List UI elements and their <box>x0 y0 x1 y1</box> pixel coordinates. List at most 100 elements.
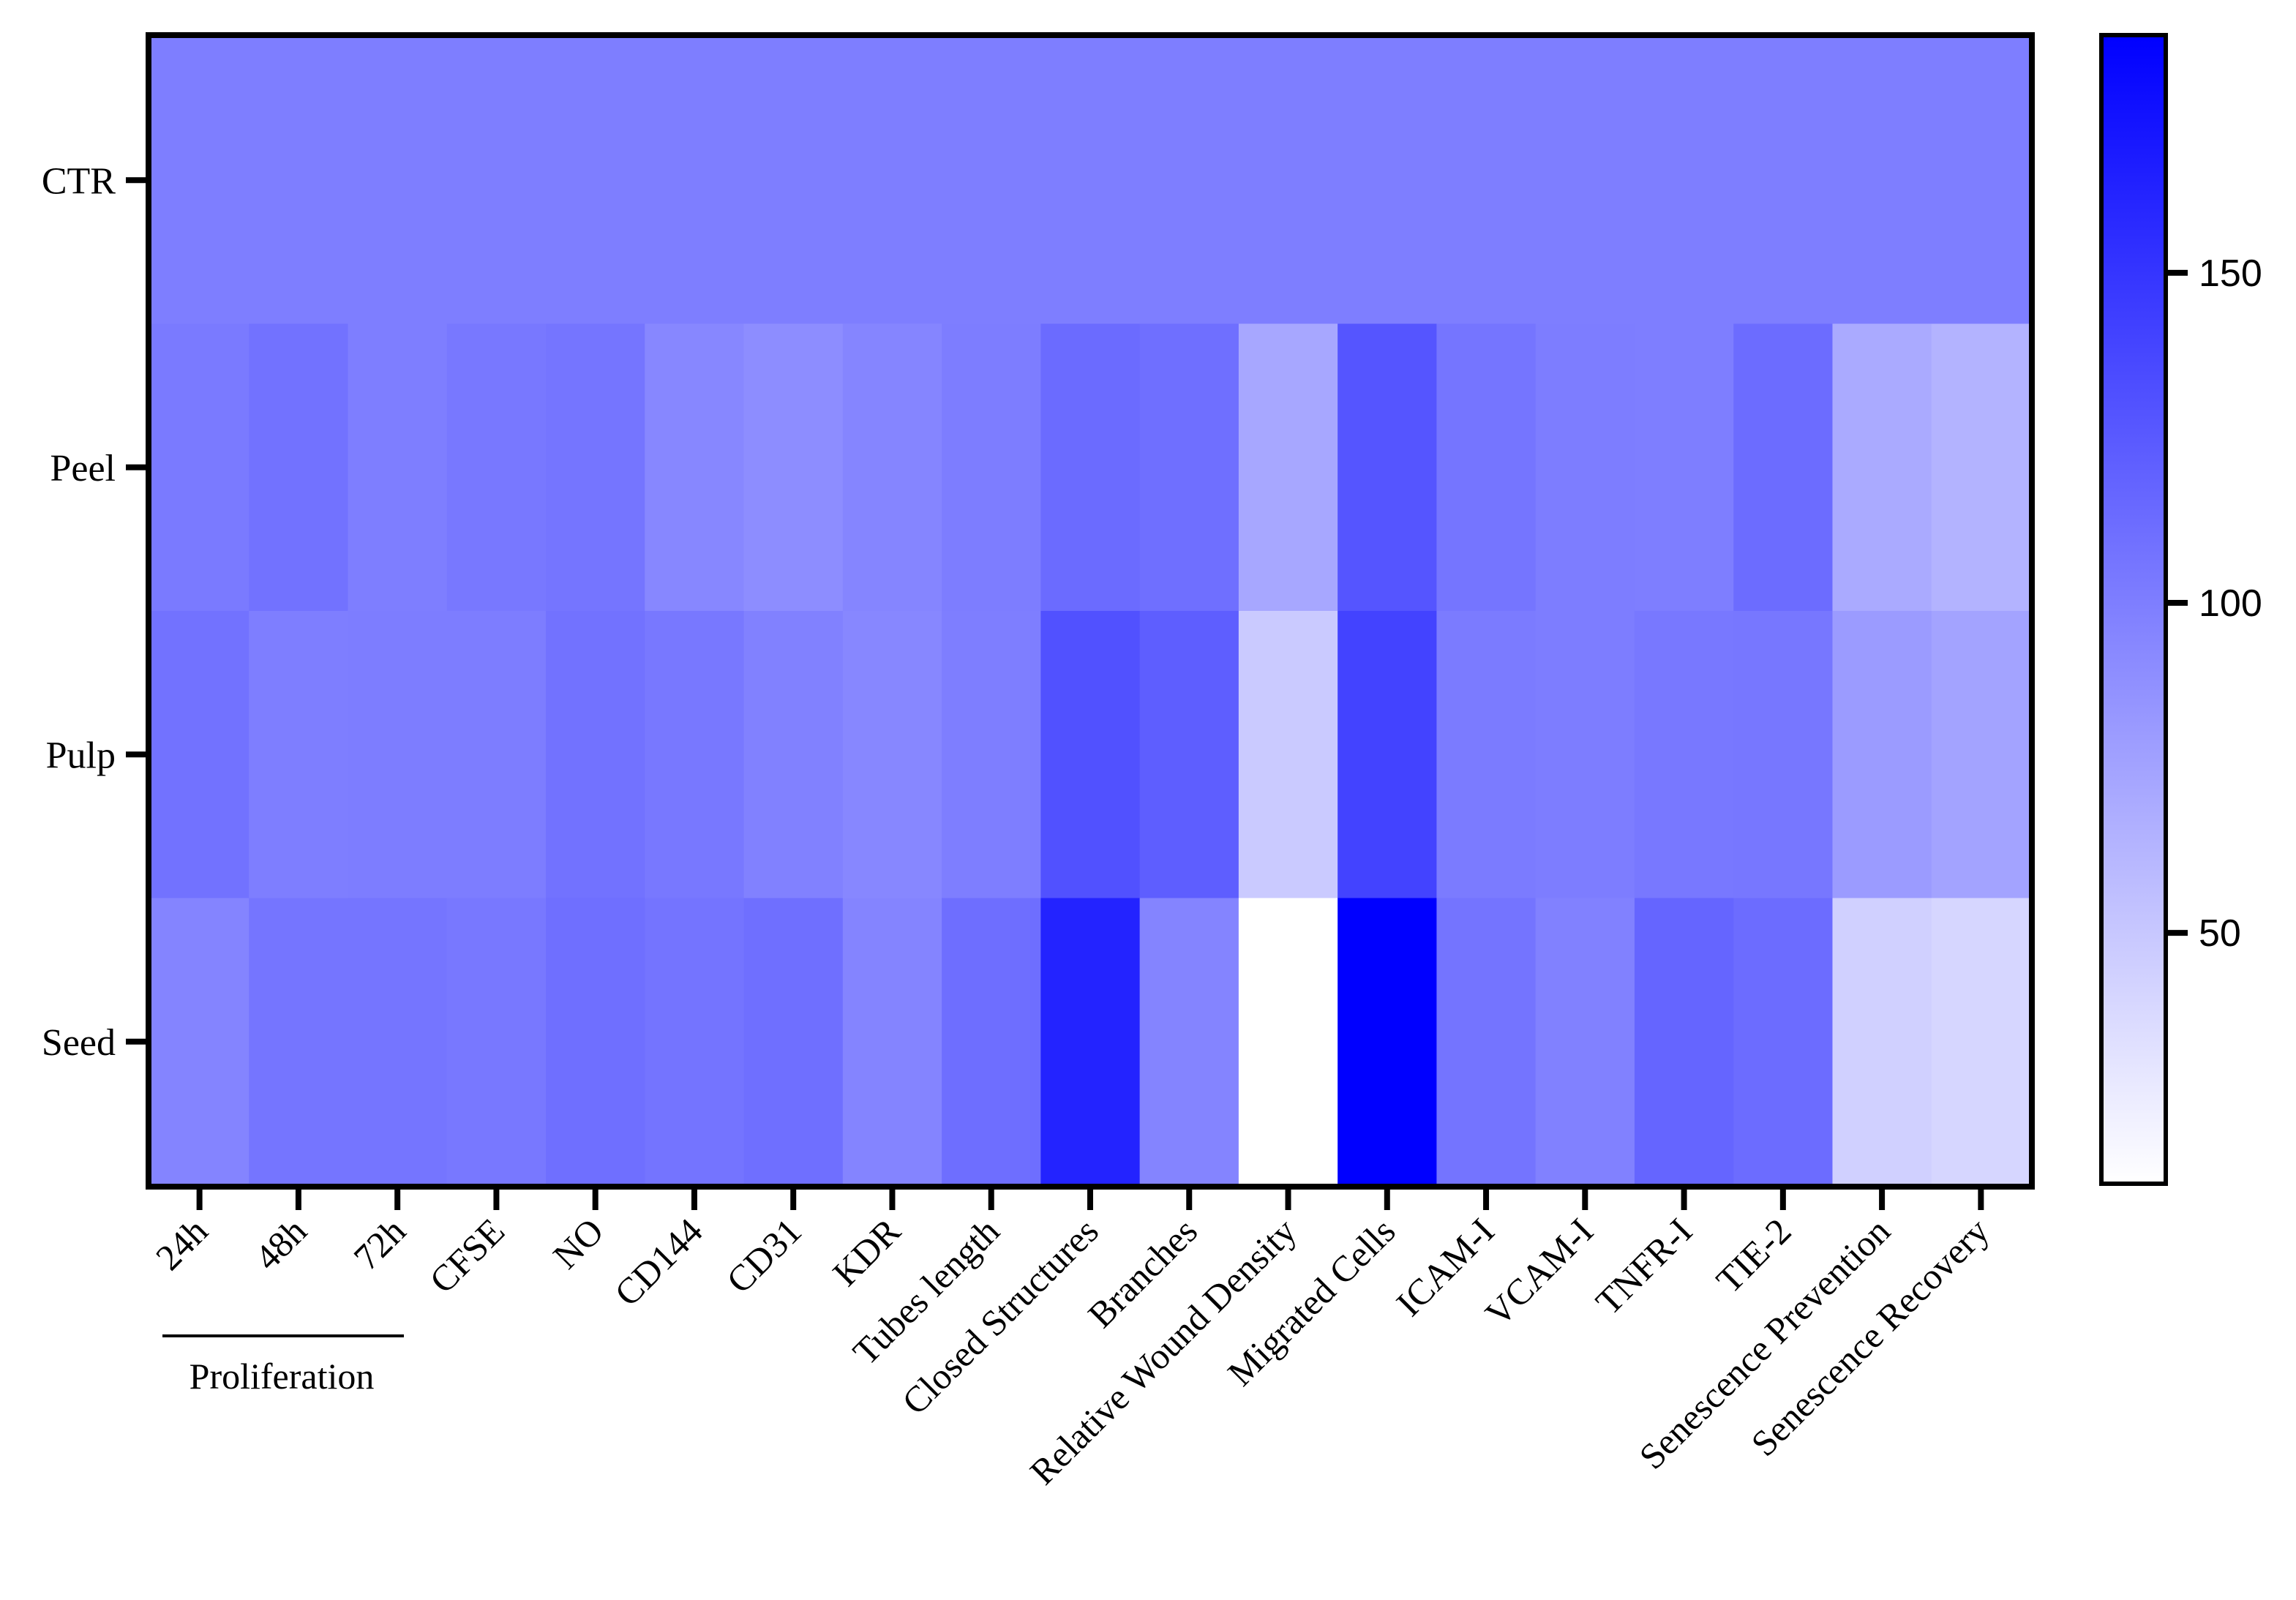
y-tick-label: Seed <box>42 1022 116 1064</box>
heatmap-cell <box>942 323 1042 612</box>
heatmap-cell <box>1139 898 1239 1186</box>
heatmap-cell <box>1535 323 1635 612</box>
heatmap-cell <box>1338 898 1438 1186</box>
heatmap-cell <box>743 611 844 899</box>
heatmap-cell <box>645 611 745 899</box>
heatmap-cell <box>842 611 942 899</box>
heatmap-cell <box>1338 37 1438 325</box>
heatmap-cell <box>348 323 448 612</box>
heatmap-cell <box>1634 898 1735 1186</box>
heatmap-cell <box>546 898 646 1186</box>
heatmap-cell <box>1238 37 1338 325</box>
heatmap-cell <box>1832 611 1932 899</box>
heatmap-cell <box>446 611 547 899</box>
y-tick-label: CTR <box>42 160 116 202</box>
heatmap-cell <box>1040 37 1141 325</box>
colorbar-gradient <box>2099 33 2168 1186</box>
heatmap-cell <box>1931 37 2031 325</box>
heatmap-cell <box>645 37 745 325</box>
heatmap-cell <box>1535 898 1635 1186</box>
heatmap-cell <box>1733 323 1834 612</box>
heatmap-cell <box>546 611 646 899</box>
heatmap-cell <box>150 611 250 899</box>
heatmap-cell <box>1832 898 1932 1186</box>
heatmap-cell <box>1040 611 1141 899</box>
x-tick-label: NO <box>545 1210 612 1277</box>
x-tick-label: CFSE <box>421 1210 512 1301</box>
colorbar-tick-label: 100 <box>2199 582 2262 625</box>
heatmap-cell <box>1436 898 1537 1186</box>
heatmap-cell <box>1535 611 1635 899</box>
heatmap-cell <box>150 37 250 325</box>
heatmap-cell <box>842 37 942 325</box>
x-tick-label: 24h <box>148 1210 216 1278</box>
heatmap-cell <box>446 898 547 1186</box>
heatmap-cell <box>446 37 547 325</box>
heatmap-cell <box>1733 37 1834 325</box>
heatmap-cell <box>1733 611 1834 899</box>
heatmap-cell <box>1436 37 1537 325</box>
colorbar: 50 100 150 <box>2099 33 2262 1186</box>
heatmap-cell <box>1733 898 1834 1186</box>
heatmap-cell <box>1238 611 1338 899</box>
heatmap-cell <box>249 611 349 899</box>
heatmap-cell <box>249 323 349 612</box>
colorbar-tick-label: 50 <box>2199 912 2241 955</box>
heatmap-cells <box>150 37 2031 1186</box>
heatmap-cell <box>1832 37 1932 325</box>
heatmap-cell <box>942 37 1042 325</box>
heatmap-cell <box>645 898 745 1186</box>
heatmap-cell <box>1634 37 1735 325</box>
heatmap-cell <box>1436 323 1537 612</box>
heatmap-cell <box>1338 611 1438 899</box>
heatmap-cell <box>546 323 646 612</box>
heatmap-cell <box>249 898 349 1186</box>
x-tick-label: TIE-2 <box>1708 1210 1799 1301</box>
heatmap-cell <box>1931 323 2031 612</box>
heatmap-cell <box>1634 611 1735 899</box>
group-label: Proliferation <box>190 1356 375 1397</box>
x-tick-label: KDR <box>825 1210 909 1294</box>
x-tick-label: TNFR-I <box>1588 1210 1700 1323</box>
y-tick-label: Pulp <box>46 735 116 776</box>
heatmap-cell <box>249 37 349 325</box>
heatmap-cell <box>1040 323 1141 612</box>
group-annotation: Proliferation <box>162 1334 404 1397</box>
heatmap-cell <box>546 37 646 325</box>
heatmap-cell <box>1040 898 1141 1186</box>
heatmap-cell <box>1139 323 1239 612</box>
colorbar-tick-label: 150 <box>2199 252 2262 295</box>
x-tick-label: 72h <box>345 1210 413 1278</box>
colorbar-ticks: 50 100 150 <box>2166 252 2262 955</box>
heatmap-cell <box>645 323 745 612</box>
heatmap-cell <box>348 611 448 899</box>
heatmap-cell <box>1238 898 1338 1186</box>
y-tick-label: Peel <box>50 448 116 489</box>
x-tick-label: CD31 <box>719 1210 809 1301</box>
heatmap-cell <box>743 898 844 1186</box>
heatmap-cell <box>1338 323 1438 612</box>
heatmap-cell <box>1634 323 1735 612</box>
x-tick-label: 48h <box>247 1210 315 1278</box>
heatmap-cell <box>348 898 448 1186</box>
heatmap-cell <box>1139 611 1239 899</box>
heatmap-cell <box>1139 37 1239 325</box>
heatmap-cell <box>1931 898 2031 1186</box>
heatmap-cell <box>1931 611 2031 899</box>
heatmap-cell <box>1436 611 1537 899</box>
heatmap-cell <box>1535 37 1635 325</box>
heatmap-cell <box>743 37 844 325</box>
heatmap-cell <box>150 898 250 1186</box>
heatmap-cell <box>842 898 942 1186</box>
heatmap-cell <box>348 37 448 325</box>
heatmap-cell <box>842 323 942 612</box>
heatmap-cell <box>446 323 547 612</box>
x-tick-label: VCAM-I <box>1477 1210 1601 1334</box>
heatmap-cell <box>1832 323 1932 612</box>
heatmap-cell <box>942 611 1042 899</box>
x-tick-label: CD144 <box>607 1210 710 1314</box>
heatmap-cell <box>942 898 1042 1186</box>
y-axis: CTR Peel Pulp Seed <box>42 160 149 1064</box>
